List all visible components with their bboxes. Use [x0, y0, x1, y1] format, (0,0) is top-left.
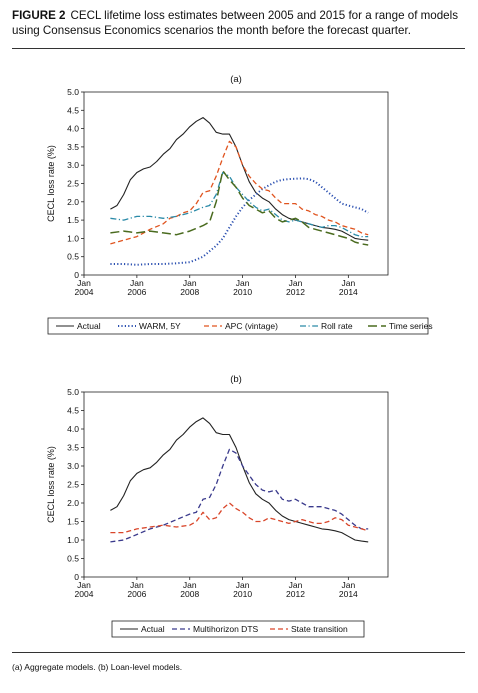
- x-tick-label-month: Jan: [341, 580, 355, 590]
- x-tick-label-month: Jan: [183, 278, 197, 288]
- x-tick-label-month: Jan: [289, 278, 303, 288]
- series-line-time-series: [110, 169, 369, 246]
- x-tick-label-month: Jan: [183, 580, 197, 590]
- figure-label: FIGURE 2: [12, 9, 66, 22]
- legend-box: [111, 620, 365, 638]
- y-tick-label: 1.5: [67, 517, 79, 527]
- series-line-actual: [110, 417, 369, 543]
- x-tick-label-year: 2010: [233, 287, 252, 297]
- series-line-multihorizon-dts: [110, 448, 369, 543]
- y-tick-label: 4.0: [67, 424, 79, 434]
- figure-caption: (a) Aggregate models. (b) Loan-level mod…: [12, 662, 183, 672]
- legend-label: Roll rate: [321, 321, 353, 331]
- legend-box: [47, 317, 429, 335]
- x-tick-label-month: Jan: [77, 580, 91, 590]
- y-tick-label: 0: [74, 270, 79, 280]
- x-tick-label-month: Jan: [236, 278, 250, 288]
- x-tick-label-month: Jan: [236, 580, 250, 590]
- x-tick-label-year: 2010: [233, 589, 252, 599]
- x-tick-label-year: 2012: [286, 287, 305, 297]
- y-tick-label: 1.5: [67, 215, 79, 225]
- series-line-state-transition: [110, 502, 369, 534]
- y-tick-label: 3.0: [67, 461, 79, 471]
- x-tick-label-year: 2012: [286, 589, 305, 599]
- y-tick-label: 2.5: [67, 179, 79, 189]
- x-tick-label-month: Jan: [130, 278, 144, 288]
- series-line-apc-vintage: [110, 140, 369, 245]
- y-tick-label: 4.0: [67, 124, 79, 134]
- y-tick-label: 0: [74, 572, 79, 582]
- series-line-warm-5y: [110, 177, 369, 266]
- figure-title: CECL lifetime loss estimates between 200…: [12, 9, 459, 37]
- x-tick-label-month: Jan: [130, 580, 144, 590]
- legend-label: APC (vintage): [225, 321, 278, 331]
- bottom-rule: [12, 652, 465, 653]
- y-tick-label: 1.0: [67, 233, 79, 243]
- y-tick-label: 5.0: [67, 387, 79, 397]
- y-tick-label: 3.0: [67, 160, 79, 170]
- legend-label: Time series: [389, 321, 433, 331]
- x-tick-label-year: 2014: [339, 589, 358, 599]
- x-tick-label-year: 2008: [180, 287, 199, 297]
- y-axis-label: CECL loss rate (%): [46, 145, 56, 222]
- legend: Actual WARM, 5Y APC (vintage) Roll rate Time…: [47, 317, 433, 335]
- legend-label: Actual: [77, 321, 101, 331]
- chart-panel-b: (b)00.51.01.52.02.53.03.54.04.55.0Jan200…: [46, 374, 389, 638]
- x-tick-label-year: 2014: [339, 287, 358, 297]
- y-tick-label: 0.5: [67, 554, 79, 564]
- y-tick-label: 3.5: [67, 443, 79, 453]
- y-axis-label: CECL loss rate (%): [46, 446, 56, 523]
- legend: Actual Multihorizon DTS State transition: [111, 620, 365, 638]
- y-tick-label: 4.5: [67, 105, 79, 115]
- figure-panels: (a)00.51.01.52.02.53.03.54.04.55.0Jan200…: [46, 74, 433, 638]
- x-tick-label-year: 2004: [75, 589, 94, 599]
- x-tick-label-year: 2006: [127, 287, 146, 297]
- y-tick-label: 2.5: [67, 480, 79, 490]
- plot-frame: [83, 391, 389, 578]
- chart-panel-a: (a)00.51.01.52.02.53.03.54.04.55.0Jan200…: [46, 74, 433, 335]
- top-rule: [12, 48, 465, 49]
- plot-frame: [83, 91, 389, 276]
- x-tick-label-year: 2006: [127, 589, 146, 599]
- y-tick-label: 4.5: [67, 406, 79, 416]
- figure-header: FIGURE 2 CECL lifetime loss estimates bet…: [12, 8, 467, 38]
- legend-label: WARM, 5Y: [139, 321, 181, 331]
- legend-label: State transition: [291, 624, 348, 634]
- y-tick-label: 5.0: [67, 87, 79, 97]
- y-tick-label: 2.0: [67, 197, 79, 207]
- series-line-actual: [110, 117, 369, 241]
- y-tick-label: 3.5: [67, 142, 79, 152]
- y-tick-label: 2.0: [67, 498, 79, 508]
- series-line-roll-rate: [110, 171, 369, 238]
- panel-title: (a): [230, 74, 242, 85]
- panel-title: (b): [230, 374, 242, 385]
- x-tick-label-month: Jan: [289, 580, 303, 590]
- y-tick-label: 0.5: [67, 252, 79, 262]
- legend-label: Actual: [141, 624, 165, 634]
- x-tick-label-year: 2008: [180, 589, 199, 599]
- x-tick-label-month: Jan: [341, 278, 355, 288]
- x-tick-label-month: Jan: [77, 278, 91, 288]
- y-tick-label: 1.0: [67, 535, 79, 545]
- legend-label: Multihorizon DTS: [193, 624, 259, 634]
- x-tick-label-year: 2004: [75, 287, 94, 297]
